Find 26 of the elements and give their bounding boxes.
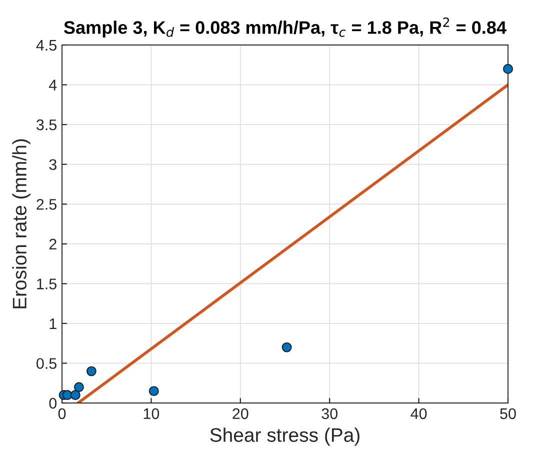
point	[74, 382, 84, 392]
point	[70, 390, 80, 400]
x-tick-label: 0	[58, 408, 66, 420]
x-tick-label: 10	[144, 408, 160, 420]
x-tick-label: 50	[500, 408, 516, 420]
x-axis-title: Shear stress (Pa)	[210, 428, 360, 446]
point	[62, 390, 72, 400]
x-tick-label: 20	[232, 408, 248, 420]
y-tick-label: 4	[48, 80, 57, 90]
x-tick-label: 40	[410, 408, 427, 420]
y-tick-label: 1.5	[37, 278, 56, 290]
y-tick-label: 1	[50, 318, 56, 329]
y-tick-label: 3	[49, 159, 56, 170]
y-axis-title: Erosion rate (mm/h)	[12, 139, 30, 308]
y-tick-label: 0	[49, 398, 57, 409]
point	[86, 366, 96, 376]
point	[148, 386, 159, 396]
y-tick-label: 0.5	[36, 358, 56, 369]
y-tick-label: 2	[49, 238, 56, 250]
y-tick-label: 2.5	[36, 198, 56, 210]
y-tick-label: 3.5	[36, 119, 56, 130]
point	[503, 64, 513, 74]
point	[282, 342, 292, 352]
chart-title: Sample 3, K$_{d}$ = 0.083 mm/h/Pa, τ$_{c}$ = 1.8 Pa, R$^{2}$ = 0.84	[64, 17, 506, 38]
y-tick-label: 4.5	[36, 40, 56, 51]
x-tick-label: 30	[322, 408, 338, 420]
